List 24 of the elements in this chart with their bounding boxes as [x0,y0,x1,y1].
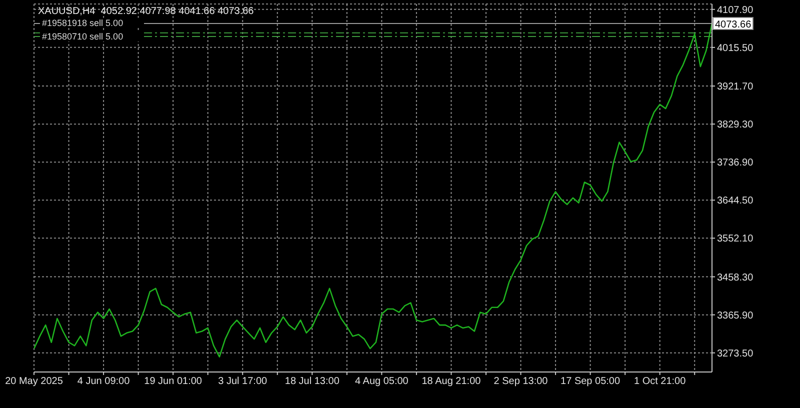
ref-line-label: 4073.66 [715,19,752,30]
y-tick-label: 3365.90 [717,310,754,322]
y-tick-label: 3273.50 [717,348,754,360]
y-tick-label: 3644.50 [717,196,754,207]
y-tick-label: 3736.90 [717,158,754,169]
y-tick-label: 3829.30 [717,120,754,131]
chart-title: XAUUSD,H4 4052.92 4077.98 4041.66 4073.66 [38,6,254,17]
y-tick-label: 3458.30 [717,272,754,284]
x-tick-label: 3 Jul 17:00 [218,376,268,388]
x-tick-label: 20 May 2025 [5,376,64,388]
y-tick-label: 3552.10 [717,234,754,245]
x-tick-label: 4 Jun 09:00 [77,376,130,388]
x-tick-label: 19 Jun 01:00 [144,376,202,388]
y-tick-label: 4107.90 [717,4,754,16]
ref-line-label: #19581918 sell 5.00 [42,18,124,28]
ref-line-label: #19580710 sell 5.00 [42,32,124,42]
x-tick-label: 17 Sep 05:00 [560,376,620,388]
x-tick-label: 1 Oct 21:00 [634,376,686,388]
y-tick-label: 3921.70 [717,82,754,93]
x-tick-label: 2 Sep 13:00 [494,376,548,388]
x-tick-label: 4 Aug 05:00 [354,376,409,388]
y-tick-label: 4015.50 [717,42,754,54]
x-tick-label: 18 Aug 21:00 [422,376,482,388]
x-tick-label: 18 Jul 13:00 [284,376,340,388]
